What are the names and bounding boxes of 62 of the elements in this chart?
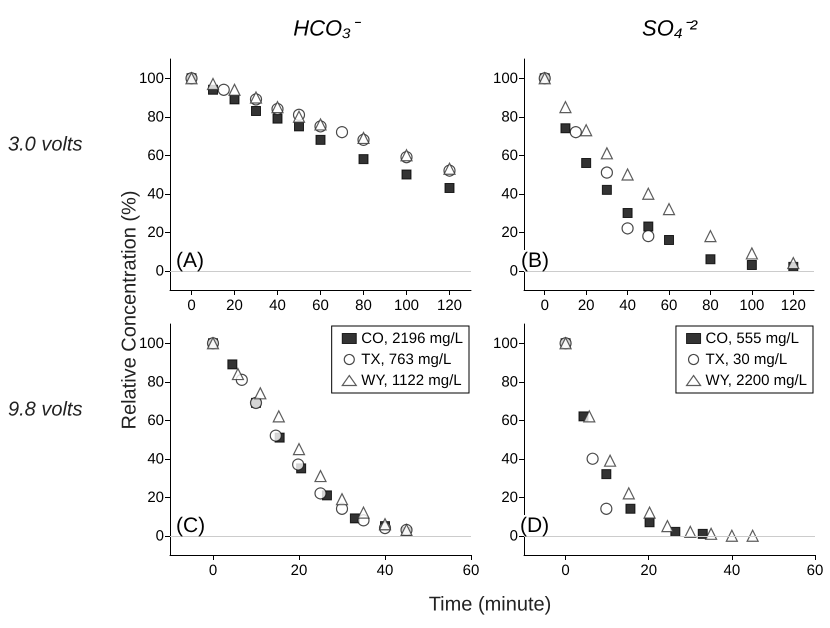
y-tick-label: 60	[147, 146, 164, 164]
y-tick-label: 60	[501, 146, 518, 164]
y-tick-label: 80	[147, 373, 164, 390]
x-tick-label: 40	[269, 297, 286, 314]
y-tick-label: 100	[492, 70, 518, 87]
x-tick-label: 120	[436, 297, 462, 314]
y-tick-label: 40	[147, 185, 164, 202]
x-tick-label: 40	[619, 297, 636, 314]
x-tick-label: 60	[312, 297, 329, 314]
x-tick-label: 100	[394, 297, 420, 314]
x-tick-label: 0	[208, 562, 218, 579]
x-tick-label: 120	[780, 297, 806, 314]
y-tick-label: 40	[147, 450, 164, 468]
text: 3.0 volts	[8, 134, 82, 156]
y-tick-label: 100	[138, 334, 164, 352]
y-tick-label: 40	[501, 450, 518, 468]
legend-label: CO, 555 mg/L	[706, 330, 799, 347]
y-tick-label: 0	[156, 527, 164, 544]
x-tick-label: 60	[806, 562, 824, 579]
legend-label: TX, 763 mg/L	[361, 351, 452, 368]
y-tick-label: 0	[156, 262, 164, 280]
y-tick-label: 80	[501, 373, 518, 390]
x-tick-label: 0	[187, 297, 196, 314]
y-tick-label: 60	[147, 412, 164, 429]
legend-label: CO, 2196 mg/L	[361, 330, 463, 347]
x-tick-label: 20	[290, 562, 308, 579]
y-tick-label: 100	[492, 334, 518, 352]
y-tick-label: 0	[510, 262, 518, 280]
y-tick-label: 20	[147, 488, 164, 506]
x-tick-label: 0	[561, 562, 570, 579]
y-tick-label: 20	[501, 488, 518, 506]
text: 9.8 volts	[8, 398, 82, 420]
x-tick-label: 80	[355, 297, 372, 314]
legend-label: WY, 1122 mg/L	[361, 372, 462, 389]
y-tick-label: 40	[501, 185, 518, 202]
x-tick-label: 40	[724, 562, 740, 579]
annotation: (C)	[176, 514, 206, 537]
y-tick-label: 80	[501, 108, 518, 126]
x-tick-label: 60	[462, 562, 480, 579]
x-tick-label: 100	[739, 297, 764, 314]
y-axis-title: Relative Concentration (%)	[118, 190, 140, 430]
chart-title: SO₄⁻²	[642, 16, 698, 40]
y-tick-label: 20	[147, 224, 164, 241]
x-tick-label: 40	[376, 562, 394, 579]
x-tick-label: 0	[540, 297, 549, 314]
x-tick-label: 80	[702, 297, 719, 314]
x-tick-label: 20	[578, 297, 595, 314]
annotation: (D)	[520, 514, 550, 537]
annotation: (B)	[521, 249, 549, 272]
y-tick-label: 60	[501, 412, 518, 429]
legend-label: WY, 2200 mg/L	[706, 372, 808, 389]
x-axis-title: Time (minute)	[428, 594, 552, 616]
y-tick-label: 80	[147, 108, 164, 126]
chart-title: HCO₃⁻	[293, 16, 362, 40]
y-tick-label: 0	[510, 527, 518, 544]
y-tick-label: 20	[501, 224, 518, 241]
legend-label: TX, 30 mg/L	[706, 351, 788, 368]
annotation: (A)	[176, 249, 204, 272]
x-tick-label: 20	[226, 297, 243, 314]
x-tick-label: 60	[660, 297, 678, 314]
x-tick-label: 20	[640, 562, 658, 579]
y-tick-label: 100	[138, 70, 164, 87]
